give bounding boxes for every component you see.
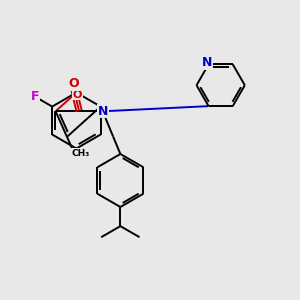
- Text: N: N: [98, 105, 108, 118]
- Text: N: N: [202, 56, 212, 69]
- Text: F: F: [31, 91, 40, 103]
- Text: O: O: [68, 77, 79, 90]
- Text: CH₃: CH₃: [71, 149, 90, 158]
- Text: O: O: [73, 90, 82, 100]
